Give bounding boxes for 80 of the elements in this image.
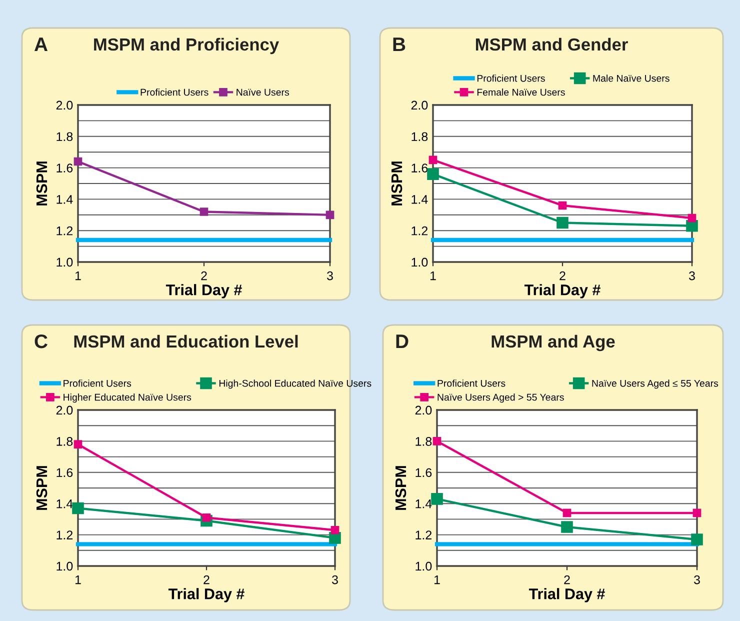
x-tick-label: 3 xyxy=(327,271,333,280)
point xyxy=(562,508,572,518)
point xyxy=(200,208,208,216)
point xyxy=(561,521,573,533)
y-tick-label: 1.2 xyxy=(412,226,428,236)
x-tick-label: 2 xyxy=(201,271,207,280)
point xyxy=(74,440,82,448)
y-axis-title: MSPM xyxy=(395,466,406,510)
y-tick-label: 1.8 xyxy=(56,132,73,142)
x-axis-title: Trial Day # xyxy=(524,284,600,298)
y-tick-label: 1.6 xyxy=(56,164,73,172)
x-tick-label: 3 xyxy=(332,575,338,584)
x-axis-title: Trial Day # xyxy=(168,588,244,602)
x-tick-label: 1 xyxy=(430,271,436,280)
text: D xyxy=(396,334,408,348)
y-tick-label: 2.0 xyxy=(56,100,73,110)
text: C xyxy=(34,334,48,348)
y-tick-label: 1.6 xyxy=(412,164,428,172)
x-axis-title: Trial Day # xyxy=(528,588,605,602)
y-tick-label: 2.0 xyxy=(56,406,73,415)
point xyxy=(558,201,567,210)
y-tick-label: 1.8 xyxy=(412,132,428,142)
x-tick-label: 2 xyxy=(560,271,566,280)
x-tick-label: 1 xyxy=(75,271,81,280)
y-tick-label: 1.4 xyxy=(56,500,73,508)
y-tick-label: 2.0 xyxy=(415,406,432,415)
x-axis-title: Trial Day # xyxy=(166,284,242,298)
y-tick-label: 1.8 xyxy=(56,437,73,446)
point xyxy=(556,216,568,229)
y-tick-label: 1.0 xyxy=(416,562,432,571)
y-axis-title: MSPM xyxy=(36,162,48,206)
legend-label: Naïve Users Aged > 55 Years xyxy=(438,394,564,403)
point xyxy=(72,502,84,514)
chart-title: MSPM and Gender xyxy=(476,38,628,51)
legend-label: Proficient Users xyxy=(477,74,545,82)
legend-label: Male Naïve Users xyxy=(593,74,670,82)
x-tick-label: 2 xyxy=(564,575,570,584)
y-tick-label: 1.0 xyxy=(412,258,428,267)
chart-title: MSPM and Proficiency xyxy=(94,38,280,54)
text: A xyxy=(34,38,48,52)
text: B xyxy=(393,38,406,52)
point xyxy=(330,526,340,534)
x-tick-label: 1 xyxy=(75,575,81,584)
y-tick-label: 2.0 xyxy=(411,100,428,110)
y-tick-label: 1.2 xyxy=(56,226,73,236)
legend-label: High-School Educated Naïve Users xyxy=(219,380,372,389)
y-tick-label: 1.8 xyxy=(416,437,432,446)
chart-title: MSPM and Age xyxy=(492,334,615,352)
point xyxy=(691,534,703,546)
point xyxy=(688,214,696,222)
point xyxy=(692,508,702,518)
legend-label: Naïve Users xyxy=(236,88,290,96)
legend-label: Female Naïve Users xyxy=(477,88,565,96)
y-tick-label: 1.2 xyxy=(56,530,73,540)
y-tick-label: 1.4 xyxy=(412,195,428,204)
x-tick-label: 3 xyxy=(689,271,695,280)
y-axis-title: MSPM xyxy=(391,162,402,206)
point xyxy=(326,210,334,220)
y-tick-label: 1.6 xyxy=(416,468,432,478)
x-tick-label: 1 xyxy=(434,575,440,584)
y-tick-label: 1.4 xyxy=(56,195,73,204)
y-tick-label: 1.2 xyxy=(416,530,432,540)
point xyxy=(74,157,82,166)
y-tick-label: 1.4 xyxy=(416,500,432,508)
y-tick-label: 1.6 xyxy=(56,468,73,478)
point xyxy=(431,493,443,505)
legend-label: Naïve Users Aged ≤ 55 Years xyxy=(592,380,718,389)
y-axis-title: MSPM xyxy=(36,466,48,510)
x-tick-label: 2 xyxy=(204,575,210,584)
point xyxy=(432,437,442,446)
point xyxy=(428,156,438,164)
chart-title: MSPM and Education Level xyxy=(74,334,298,348)
legend-label: Higher Educated Naïve Users xyxy=(64,394,192,403)
y-tick-label: 1.0 xyxy=(56,562,73,571)
legend-label: Proficient Users xyxy=(438,380,506,387)
y-tick-label: 1.0 xyxy=(56,258,73,267)
point xyxy=(427,168,439,180)
legend-label: Proficient Users xyxy=(140,88,208,96)
x-tick-label: 3 xyxy=(694,575,700,584)
legend-label: Proficient Users xyxy=(64,380,132,387)
